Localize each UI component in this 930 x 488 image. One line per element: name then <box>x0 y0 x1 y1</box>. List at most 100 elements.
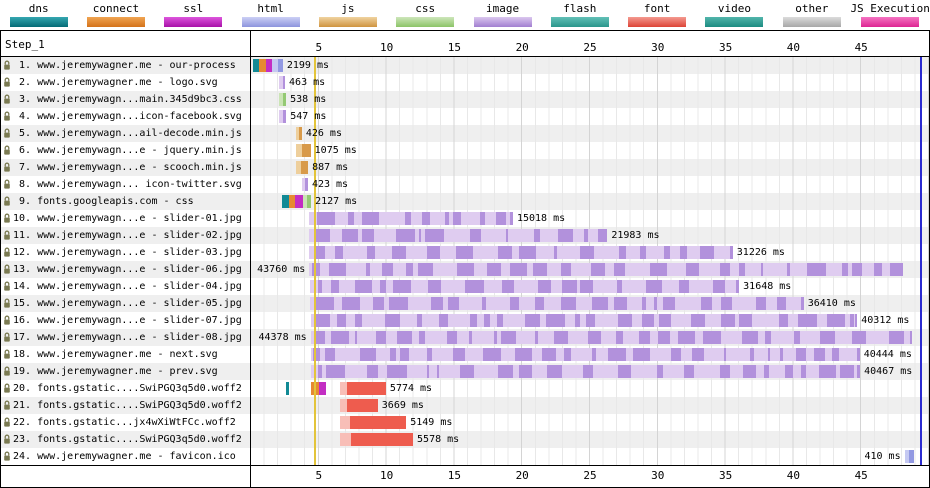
request-label[interactable]: 3. www.jeremywagn...main.345d9bc3.css <box>1 91 251 108</box>
request-bar-segment-connect[interactable] <box>288 195 296 208</box>
request-bar-chunk <box>375 331 387 344</box>
request-bar-segment-ssl[interactable] <box>318 382 326 395</box>
request-bar-chunk <box>470 314 478 327</box>
request-row-9[interactable]: 9. fonts.googleapis.com - css 2127 ms <box>1 193 929 210</box>
request-label[interactable]: 22. fonts.gstatic...jx4wXiWtFCc.woff2 <box>1 414 251 431</box>
request-bar[interactable] <box>311 348 860 361</box>
request-label[interactable]: 18. www.jeremywagner.me - next.svg <box>1 346 251 363</box>
request-row-23[interactable]: 23. fonts.gstatic....SwiPGQ3q5d0.woff2 55… <box>1 431 929 448</box>
request-bar-segment-img_d[interactable] <box>282 76 286 89</box>
request-bar-segment-dns[interactable] <box>282 195 289 208</box>
request-row-24[interactable]: 24. www.jeremywagner.me - favicon.ico 410… <box>1 448 929 465</box>
request-bar-segment-font_l[interactable] <box>339 399 347 412</box>
request-row-17[interactable]: 17. www.jeremywagn...e - slider-08.jpg 44… <box>1 329 929 346</box>
request-row-2[interactable]: 2. www.jeremywagner.me - logo.svg 463 ms <box>1 74 929 91</box>
request-time-label: 44378 ms <box>258 332 307 343</box>
request-bar-segment-js_l[interactable] <box>296 144 302 157</box>
request-bar-segment-dns[interactable] <box>253 59 260 72</box>
request-bar-segment-img_l[interactable] <box>278 76 283 89</box>
request-label[interactable]: 17. www.jeremywagn...e - slider-08.jpg <box>1 329 251 346</box>
request-row-21[interactable]: 21. fonts.gstatic....SwiPGQ3q5d0.woff2 36… <box>1 397 929 414</box>
request-bar[interactable] <box>310 331 913 344</box>
request-label[interactable]: 21. fonts.gstatic....SwiPGQ3q5d0.woff2 <box>1 397 251 414</box>
request-row-3[interactable]: 3. www.jeremywagn...main.345d9bc3.css 538… <box>1 91 929 108</box>
request-bar-segment-html_d[interactable] <box>278 59 283 72</box>
request-bar-segment-font_d[interactable] <box>350 433 414 446</box>
request-bar-chunk <box>534 229 540 242</box>
request-bar-segment-img_l[interactable] <box>278 110 284 123</box>
request-row-18[interactable]: 18. www.jeremywagner.me - next.svg 40444 … <box>1 346 929 363</box>
request-bar-segment-img_d[interactable] <box>283 110 287 123</box>
request-row-4[interactable]: 4. www.jeremywagn...icon-facebook.svg 547… <box>1 108 929 125</box>
request-bar-segment-html_l[interactable] <box>272 59 279 72</box>
request-bar[interactable] <box>309 229 608 242</box>
request-bar-segment-css_d[interactable] <box>307 195 312 208</box>
request-bar-segment-css_l[interactable] <box>278 93 283 106</box>
request-bar[interactable] <box>309 280 740 293</box>
request-label[interactable]: 8. www.jeremywagn... icon-twitter.svg <box>1 176 251 193</box>
request-bar-segment-dns[interactable] <box>285 382 290 395</box>
request-row-10[interactable]: 10. www.jeremywagn...e - slider-01.jpg 15… <box>1 210 929 227</box>
request-row-22[interactable]: 22. fonts.gstatic...jx4wXiWtFCc.woff2 514… <box>1 414 929 431</box>
request-bar-segment-js_d[interactable] <box>299 127 302 140</box>
request-row-15[interactable]: 15. www.jeremywagn...e - slider-05.jpg 36… <box>1 295 929 312</box>
request-row-1[interactable]: 1. www.jeremywagner.me - our-process 2199… <box>1 57 929 74</box>
request-bar-segment-connect[interactable] <box>310 382 319 395</box>
request-label[interactable]: 16. www.jeremywagn...e - slider-07.jpg <box>1 312 251 329</box>
request-label[interactable]: 19. www.jeremywagner.me - prev.svg <box>1 363 251 380</box>
request-label[interactable]: 14. www.jeremywagn...e - slider-04.jpg <box>1 278 251 295</box>
request-label[interactable]: 4. www.jeremywagn...icon-facebook.svg <box>1 108 251 125</box>
request-row-16[interactable]: 16. www.jeremywagn...e - slider-07.jpg 40… <box>1 312 929 329</box>
request-label[interactable]: 9. fonts.googleapis.com - css <box>1 193 251 210</box>
request-row-7[interactable]: 7. www.jeremywagn...e - scooch.min.js 887… <box>1 159 929 176</box>
request-bar-segment-html_d[interactable] <box>908 450 915 463</box>
request-row-8[interactable]: 8. www.jeremywagn... icon-twitter.svg 423… <box>1 176 929 193</box>
request-label[interactable]: 10. www.jeremywagn...e - slider-01.jpg <box>1 210 251 227</box>
request-bar-segment-font_l[interactable] <box>339 433 351 446</box>
request-bar-segment-js_d[interactable] <box>301 144 311 157</box>
request-bar-chunk <box>650 263 668 276</box>
request-row-11[interactable]: 11. www.jeremywagn...e - slider-02.jpg 21… <box>1 227 929 244</box>
request-label[interactable]: 5. www.jeremywagn...ail-decode.min.js <box>1 125 251 142</box>
request-bar-chunk <box>418 229 422 242</box>
request-row-13[interactable]: 13. www.jeremywagn...e - slider-06.jpg 43… <box>1 261 929 278</box>
request-bar-segment-css_d[interactable] <box>283 93 287 106</box>
request-bar-segment-css_l[interactable] <box>302 195 308 208</box>
request-bar-segment-connect[interactable] <box>259 59 266 72</box>
request-bar-segment-font_d[interactable] <box>347 382 386 395</box>
request-bar[interactable] <box>309 212 513 225</box>
request-label[interactable]: 24. www.jeremywagner.me - favicon.ico <box>1 448 251 465</box>
request-bar-segment-js_d[interactable] <box>301 161 309 174</box>
request-bar-segment-font_d[interactable] <box>346 399 378 412</box>
request-row-19[interactable]: 19. www.jeremywagner.me - prev.svg 40467 … <box>1 363 929 380</box>
request-label[interactable]: 2. www.jeremywagner.me - logo.svg <box>1 74 251 91</box>
request-timeline: 3669 ms <box>251 397 929 414</box>
request-bar-segment-font_l[interactable] <box>339 382 348 395</box>
request-row-12[interactable]: 12. www.jeremywagn...e - slider-03.jpg 31… <box>1 244 929 261</box>
request-row-6[interactable]: 6. www.jeremywagn...e - jquery.min.js 107… <box>1 142 929 159</box>
request-row-20[interactable]: 20. fonts.gstatic....SwiPGQ3q5d0.woff2 57… <box>1 380 929 397</box>
request-label[interactable]: 20. fonts.gstatic....SwiPGQ3q5d0.woff2 <box>1 380 251 397</box>
request-bar-chunk <box>580 280 594 293</box>
request-label[interactable]: 15. www.jeremywagn...e - slider-05.jpg <box>1 295 251 312</box>
request-label[interactable]: 13. www.jeremywagn...e - slider-06.jpg <box>1 261 251 278</box>
request-row-14[interactable]: 14. www.jeremywagn...e - slider-04.jpg 31… <box>1 278 929 295</box>
lock-icon <box>4 196 10 206</box>
request-bar-segment-js_l[interactable] <box>296 127 300 140</box>
request-bar-segment-ssl[interactable] <box>295 195 303 208</box>
request-label[interactable]: 23. fonts.gstatic....SwiPGQ3q5d0.woff2 <box>1 431 251 448</box>
request-label[interactable]: 12. www.jeremywagn...e - slider-03.jpg <box>1 244 251 261</box>
request-bar-segment-img_l[interactable] <box>302 178 306 191</box>
request-label[interactable]: 11. www.jeremywagn...e - slider-02.jpg <box>1 227 251 244</box>
request-bar-segment-font_l[interactable] <box>339 416 350 429</box>
request-bar-segment-font_d[interactable] <box>349 416 407 429</box>
request-bar-segment-img_d[interactable] <box>305 178 308 191</box>
request-bar-segment-js_l[interactable] <box>296 161 302 174</box>
request-bar-segment-html_l[interactable] <box>904 450 909 463</box>
request-label[interactable]: 6. www.jeremywagn...e - jquery.min.js <box>1 142 251 159</box>
request-bar-segment-ssl[interactable] <box>265 59 272 72</box>
request-row-5[interactable]: 5. www.jeremywagn...ail-decode.min.js 426… <box>1 125 929 142</box>
request-label[interactable]: 7. www.jeremywagn...e - scooch.min.js <box>1 159 251 176</box>
request-bar-chunk <box>469 229 482 242</box>
request-label[interactable]: 1. www.jeremywagner.me - our-process <box>1 57 251 74</box>
